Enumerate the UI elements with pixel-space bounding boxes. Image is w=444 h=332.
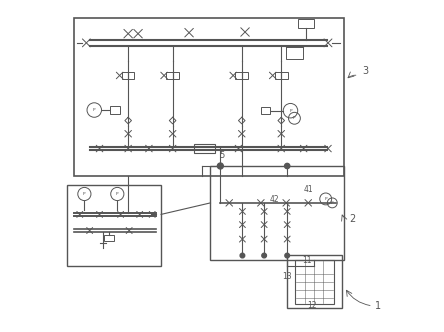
Bar (74, 18, 344, 176)
Bar (286, 47, 303, 59)
Text: P: P (116, 192, 119, 196)
Circle shape (262, 253, 266, 258)
Bar (67, 185, 161, 266)
Bar (210, 166, 344, 260)
Bar (275, 71, 288, 79)
Bar (104, 235, 115, 241)
Text: 42: 42 (270, 195, 279, 204)
Bar (122, 71, 135, 79)
Text: 1: 1 (375, 301, 381, 311)
Circle shape (218, 163, 223, 169)
Bar (295, 260, 334, 304)
Circle shape (285, 163, 290, 169)
Text: 11: 11 (303, 256, 312, 265)
Circle shape (285, 253, 289, 258)
Text: P: P (83, 192, 86, 196)
Text: 5: 5 (220, 151, 225, 160)
Text: 13: 13 (282, 272, 292, 281)
Text: 41: 41 (304, 185, 313, 194)
Text: 3: 3 (362, 66, 368, 76)
Text: 2: 2 (349, 214, 355, 224)
Bar (166, 71, 179, 79)
Bar (287, 255, 342, 308)
Text: P: P (289, 109, 292, 113)
Circle shape (240, 253, 245, 258)
Text: P: P (325, 197, 327, 201)
Bar (261, 107, 270, 114)
Bar (298, 19, 313, 28)
Bar (110, 107, 120, 114)
Text: P: P (331, 201, 333, 205)
Text: 12: 12 (307, 301, 317, 310)
Text: P: P (93, 108, 95, 112)
Text: P: P (293, 116, 296, 120)
Bar (235, 71, 248, 79)
Bar (194, 144, 215, 153)
